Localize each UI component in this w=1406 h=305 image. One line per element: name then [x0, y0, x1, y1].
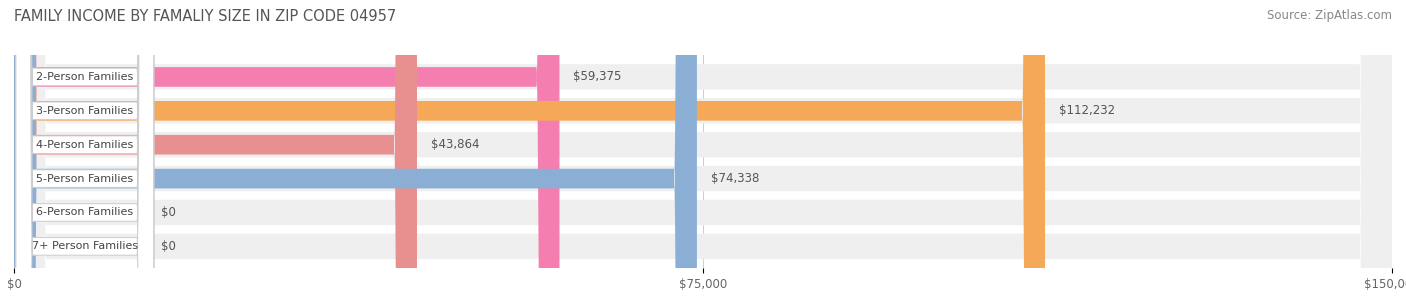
FancyBboxPatch shape — [14, 0, 560, 305]
Text: $59,375: $59,375 — [574, 70, 621, 84]
FancyBboxPatch shape — [15, 0, 153, 305]
FancyBboxPatch shape — [14, 0, 1392, 305]
FancyBboxPatch shape — [15, 0, 153, 305]
Text: $112,232: $112,232 — [1059, 104, 1115, 117]
FancyBboxPatch shape — [14, 0, 1392, 305]
Text: 5-Person Families: 5-Person Families — [37, 174, 134, 184]
Text: 4-Person Families: 4-Person Families — [37, 140, 134, 150]
Text: $0: $0 — [162, 240, 176, 253]
FancyBboxPatch shape — [14, 0, 1392, 305]
Text: $74,338: $74,338 — [710, 172, 759, 185]
Text: Source: ZipAtlas.com: Source: ZipAtlas.com — [1267, 9, 1392, 22]
FancyBboxPatch shape — [14, 0, 418, 305]
FancyBboxPatch shape — [14, 0, 1392, 305]
FancyBboxPatch shape — [14, 0, 1392, 305]
Text: 3-Person Families: 3-Person Families — [37, 106, 134, 116]
Text: $0: $0 — [162, 206, 176, 219]
FancyBboxPatch shape — [15, 0, 153, 305]
FancyBboxPatch shape — [14, 0, 1392, 305]
FancyBboxPatch shape — [15, 0, 153, 305]
FancyBboxPatch shape — [14, 0, 1045, 305]
Text: 7+ Person Families: 7+ Person Families — [32, 241, 138, 251]
FancyBboxPatch shape — [15, 0, 153, 305]
Text: $43,864: $43,864 — [430, 138, 479, 151]
Text: 6-Person Families: 6-Person Families — [37, 207, 134, 217]
Text: FAMILY INCOME BY FAMALIY SIZE IN ZIP CODE 04957: FAMILY INCOME BY FAMALIY SIZE IN ZIP COD… — [14, 9, 396, 24]
FancyBboxPatch shape — [14, 0, 697, 305]
FancyBboxPatch shape — [15, 0, 153, 305]
Text: 2-Person Families: 2-Person Families — [37, 72, 134, 82]
